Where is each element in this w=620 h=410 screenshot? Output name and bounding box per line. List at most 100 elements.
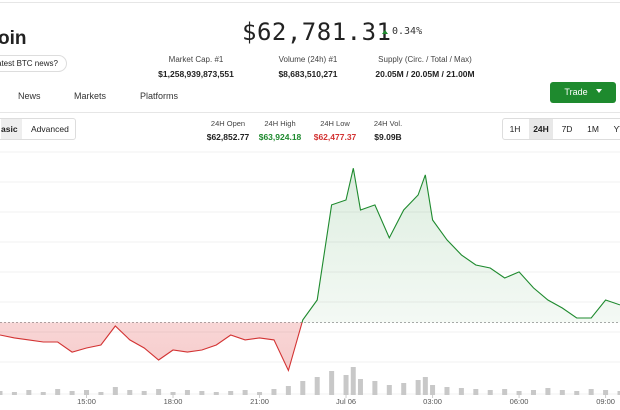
coin-name: oin bbox=[0, 28, 27, 49]
volume-bar bbox=[271, 389, 277, 395]
volume-bar bbox=[444, 387, 450, 395]
day-stat-label: 24H Open bbox=[210, 119, 246, 128]
news-button[interactable]: atest BTC news? bbox=[0, 55, 67, 72]
volume-bar bbox=[184, 390, 190, 395]
volume-bar bbox=[372, 381, 378, 395]
range-option[interactable]: YT bbox=[613, 124, 620, 134]
volume-bar bbox=[98, 392, 104, 395]
toggle-option[interactable]: asic bbox=[1, 119, 22, 139]
separator bbox=[0, 112, 620, 113]
stat-value: $1,258,939,873,551 bbox=[158, 69, 234, 79]
volume-bar bbox=[40, 392, 46, 395]
day-stat-value: $9.09B bbox=[374, 132, 402, 142]
stat-label: Volume (24h) #1 bbox=[278, 55, 338, 64]
trade-button[interactable]: Trade bbox=[550, 82, 616, 103]
volume-bar bbox=[487, 390, 493, 395]
x-tick-label: 21:00 bbox=[250, 397, 269, 406]
range-option[interactable]: 24H bbox=[529, 119, 553, 139]
volume-bar bbox=[242, 390, 248, 395]
day-stat: 24H Low $62,477.37 bbox=[314, 119, 357, 142]
tab[interactable]: Markets bbox=[74, 91, 107, 101]
price-line-up bbox=[301, 168, 620, 323]
day-stat-value: $62,477.37 bbox=[313, 132, 357, 142]
volume-bar bbox=[170, 392, 176, 395]
volume-bar bbox=[314, 377, 320, 395]
stat: Volume (24h) #1 $8,683,510,271 bbox=[278, 55, 337, 79]
day-stat-value: $62,852.77 bbox=[206, 132, 250, 142]
volume-bar bbox=[26, 390, 32, 395]
volume-bar bbox=[473, 389, 479, 395]
volume-bar bbox=[257, 392, 263, 395]
volume-bar bbox=[141, 391, 147, 395]
day-stat: 24H Vol. $9.09B bbox=[374, 119, 402, 142]
x-tick-label: 06:00 bbox=[510, 397, 529, 406]
volume-bar bbox=[458, 388, 464, 395]
volume-bar bbox=[55, 389, 61, 395]
grid bbox=[0, 151, 620, 395]
range-option[interactable]: 1H bbox=[509, 124, 521, 134]
volume-bar bbox=[0, 391, 3, 395]
price-change: 0.34% bbox=[392, 26, 423, 37]
day-stat-label: 24H Low bbox=[320, 119, 350, 128]
volume-bar bbox=[401, 383, 407, 395]
volume-bar bbox=[112, 387, 118, 395]
range-option[interactable]: 1M bbox=[587, 124, 599, 134]
x-tick-label: 15:00 bbox=[77, 397, 96, 406]
x-tick-label: 18:00 bbox=[164, 397, 183, 406]
day-stat: 24H Open $62,852.77 bbox=[207, 119, 250, 142]
price: $62,781.31 bbox=[242, 18, 392, 46]
volume-bar bbox=[574, 391, 580, 395]
stat-label: Supply (Circ. / Total / Max) bbox=[378, 55, 472, 64]
volume-bar bbox=[502, 389, 508, 395]
area-down bbox=[0, 322, 620, 371]
x-tick-label: 09:00 bbox=[596, 397, 615, 406]
stat-label: Market Cap. #1 bbox=[168, 55, 224, 64]
volume-bar bbox=[386, 385, 392, 395]
volume-bar bbox=[228, 391, 234, 395]
volume-bar bbox=[285, 386, 291, 395]
volume-bar bbox=[11, 392, 17, 395]
volume-bar bbox=[343, 375, 349, 395]
volume-bar bbox=[300, 381, 306, 395]
stat: Supply (Circ. / Total / Max) 20.05M / 20.… bbox=[375, 55, 474, 79]
volume-bar bbox=[559, 390, 565, 395]
volume-bar bbox=[350, 367, 356, 395]
x-tick-label: Jul 06 bbox=[336, 397, 356, 406]
stat-value: 20.05M / 20.05M / 21.00M bbox=[375, 69, 475, 79]
volume-bar bbox=[199, 391, 205, 395]
volume-bar bbox=[516, 391, 522, 395]
stat-value: $8,683,510,271 bbox=[278, 69, 338, 79]
up-arrow bbox=[382, 30, 388, 34]
volume-bar bbox=[588, 389, 594, 395]
volume-bar bbox=[127, 390, 133, 395]
volume-bar bbox=[84, 390, 90, 395]
volume-bar bbox=[545, 388, 551, 395]
stat: Market Cap. #1 $1,258,939,873,551 bbox=[158, 55, 234, 79]
day-stat-label: 24H Vol. bbox=[373, 119, 403, 128]
top-border bbox=[0, 2, 620, 3]
view-toggle: asic Advanced bbox=[0, 118, 76, 140]
volume-bar bbox=[603, 390, 609, 395]
volume-bar bbox=[617, 391, 620, 395]
price-line-down bbox=[0, 322, 303, 373]
volume-bar bbox=[430, 385, 436, 395]
x-tick-label: 03:00 bbox=[423, 397, 442, 406]
volume-bar bbox=[329, 371, 335, 395]
tab[interactable]: Platforms bbox=[140, 91, 179, 101]
volume-bar bbox=[69, 391, 75, 395]
toggle-option[interactable]: Advanced bbox=[31, 124, 69, 134]
day-stat-value: $63,924.18 bbox=[258, 132, 302, 142]
volume-bar bbox=[213, 392, 219, 395]
volume-bar bbox=[357, 379, 363, 395]
area-up bbox=[302, 168, 620, 323]
trade-label: Trade bbox=[564, 87, 588, 97]
range-option[interactable]: 7D bbox=[561, 124, 573, 134]
volume-bar bbox=[422, 377, 428, 395]
volume-bar bbox=[415, 380, 421, 395]
tab[interactable]: News bbox=[18, 91, 41, 101]
volume-bar bbox=[530, 390, 536, 395]
range-selector: 1H 24H 7D 1M YT bbox=[502, 118, 620, 140]
day-stat-label: 24H High bbox=[264, 119, 296, 128]
